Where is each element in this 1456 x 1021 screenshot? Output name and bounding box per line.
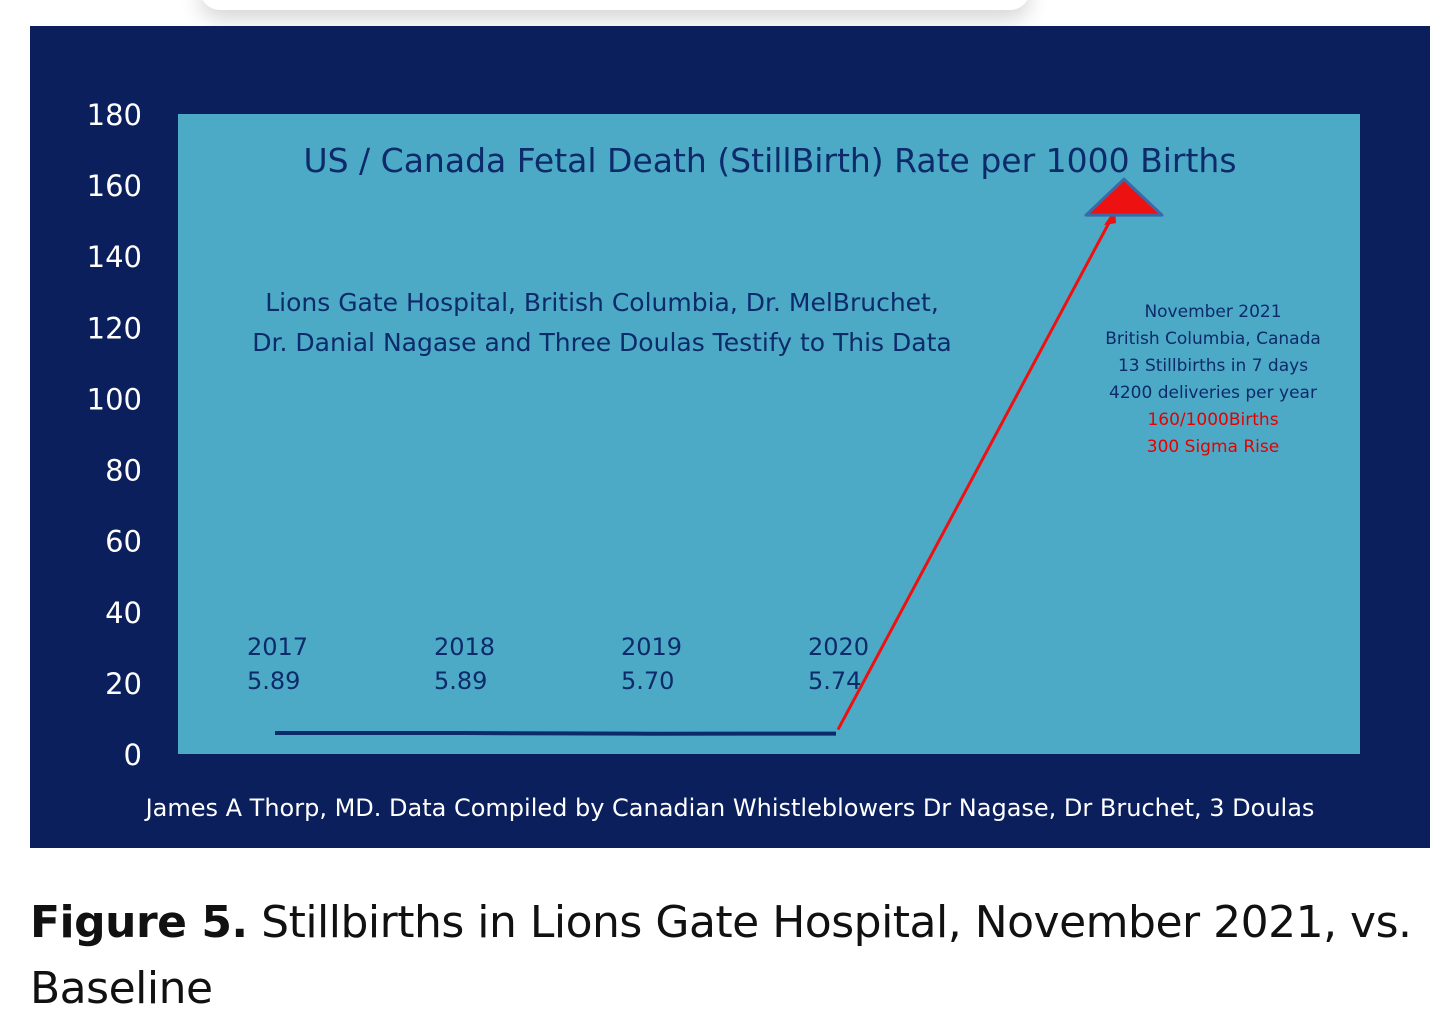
- series-line: [274, 731, 837, 736]
- y-tick-label: 60: [105, 525, 142, 559]
- figure-caption-label: Figure 5.: [30, 897, 248, 948]
- figure-caption: Figure 5. Stillbirths in Lions Gate Hosp…: [30, 890, 1440, 1021]
- data-labels: 2017 5.89 2018 5.89 2019 5.70 2020 5.74: [247, 633, 869, 695]
- annotation-line: British Columbia, Canada: [1105, 329, 1321, 349]
- november-2021-annotation: November 2021 British Columbia, Canada 13 …: [1105, 302, 1321, 457]
- y-tick-label: 120: [87, 311, 142, 345]
- top-shadow: [200, 0, 1030, 10]
- data-value-label: 5.89: [247, 667, 300, 695]
- figure-caption-text: Stillbirths in Lions Gate Hospital, Nove…: [30, 897, 1412, 1014]
- x-category-label: 2020: [808, 633, 869, 661]
- chart-panel: 0 20 40 60 80 100 120 140 160 180 US / Canada Fet…: [30, 26, 1430, 848]
- rise-arrow-shaft: [836, 216, 1114, 731]
- y-tick-label: 140: [87, 240, 142, 274]
- x-category-label: 2017: [247, 633, 308, 661]
- stillbirth-chart: 0 20 40 60 80 100 120 140 160 180 US / Canada Fet…: [30, 26, 1430, 848]
- y-tick-label: 80: [105, 454, 142, 488]
- data-value-label: 5.70: [621, 667, 674, 695]
- annotation-line: 4200 deliveries per year: [1109, 383, 1317, 403]
- chart-subtitle-line: Lions Gate Hospital, British Columbia, D…: [265, 288, 939, 317]
- y-tick-label: 0: [124, 738, 142, 772]
- x-category-label: 2019: [621, 633, 682, 661]
- data-value-label: 5.89: [434, 667, 487, 695]
- y-tick-label: 100: [87, 382, 142, 416]
- chart-footer-credit: James A Thorp, MD. Data Compiled by Cana…: [144, 794, 1315, 822]
- y-tick-label: 160: [87, 169, 142, 203]
- chart-title: US / Canada Fetal Death (StillBirth) Rat…: [303, 141, 1236, 180]
- annotation-line: 160/1000Births: [1147, 410, 1278, 430]
- y-tick-label: 180: [87, 98, 142, 132]
- chart-subtitle: Lions Gate Hospital, British Columbia, D…: [252, 288, 951, 357]
- x-category-label: 2018: [434, 633, 495, 661]
- plot-area: [178, 114, 1360, 754]
- y-tick-label: 40: [105, 596, 142, 630]
- data-value-label: 5.74: [808, 667, 861, 695]
- y-axis: 0 20 40 60 80 100 120 140 160 180: [87, 98, 142, 772]
- annotation-line: November 2021: [1144, 302, 1281, 322]
- rise-triangle-marker: [1084, 177, 1164, 217]
- chart-subtitle-line: Dr. Danial Nagase and Three Doulas Testi…: [252, 328, 951, 357]
- annotation-line: 300 Sigma Rise: [1147, 437, 1279, 457]
- y-tick-label: 20: [105, 667, 142, 701]
- annotation-line: 13 Stillbirths in 7 days: [1118, 356, 1308, 376]
